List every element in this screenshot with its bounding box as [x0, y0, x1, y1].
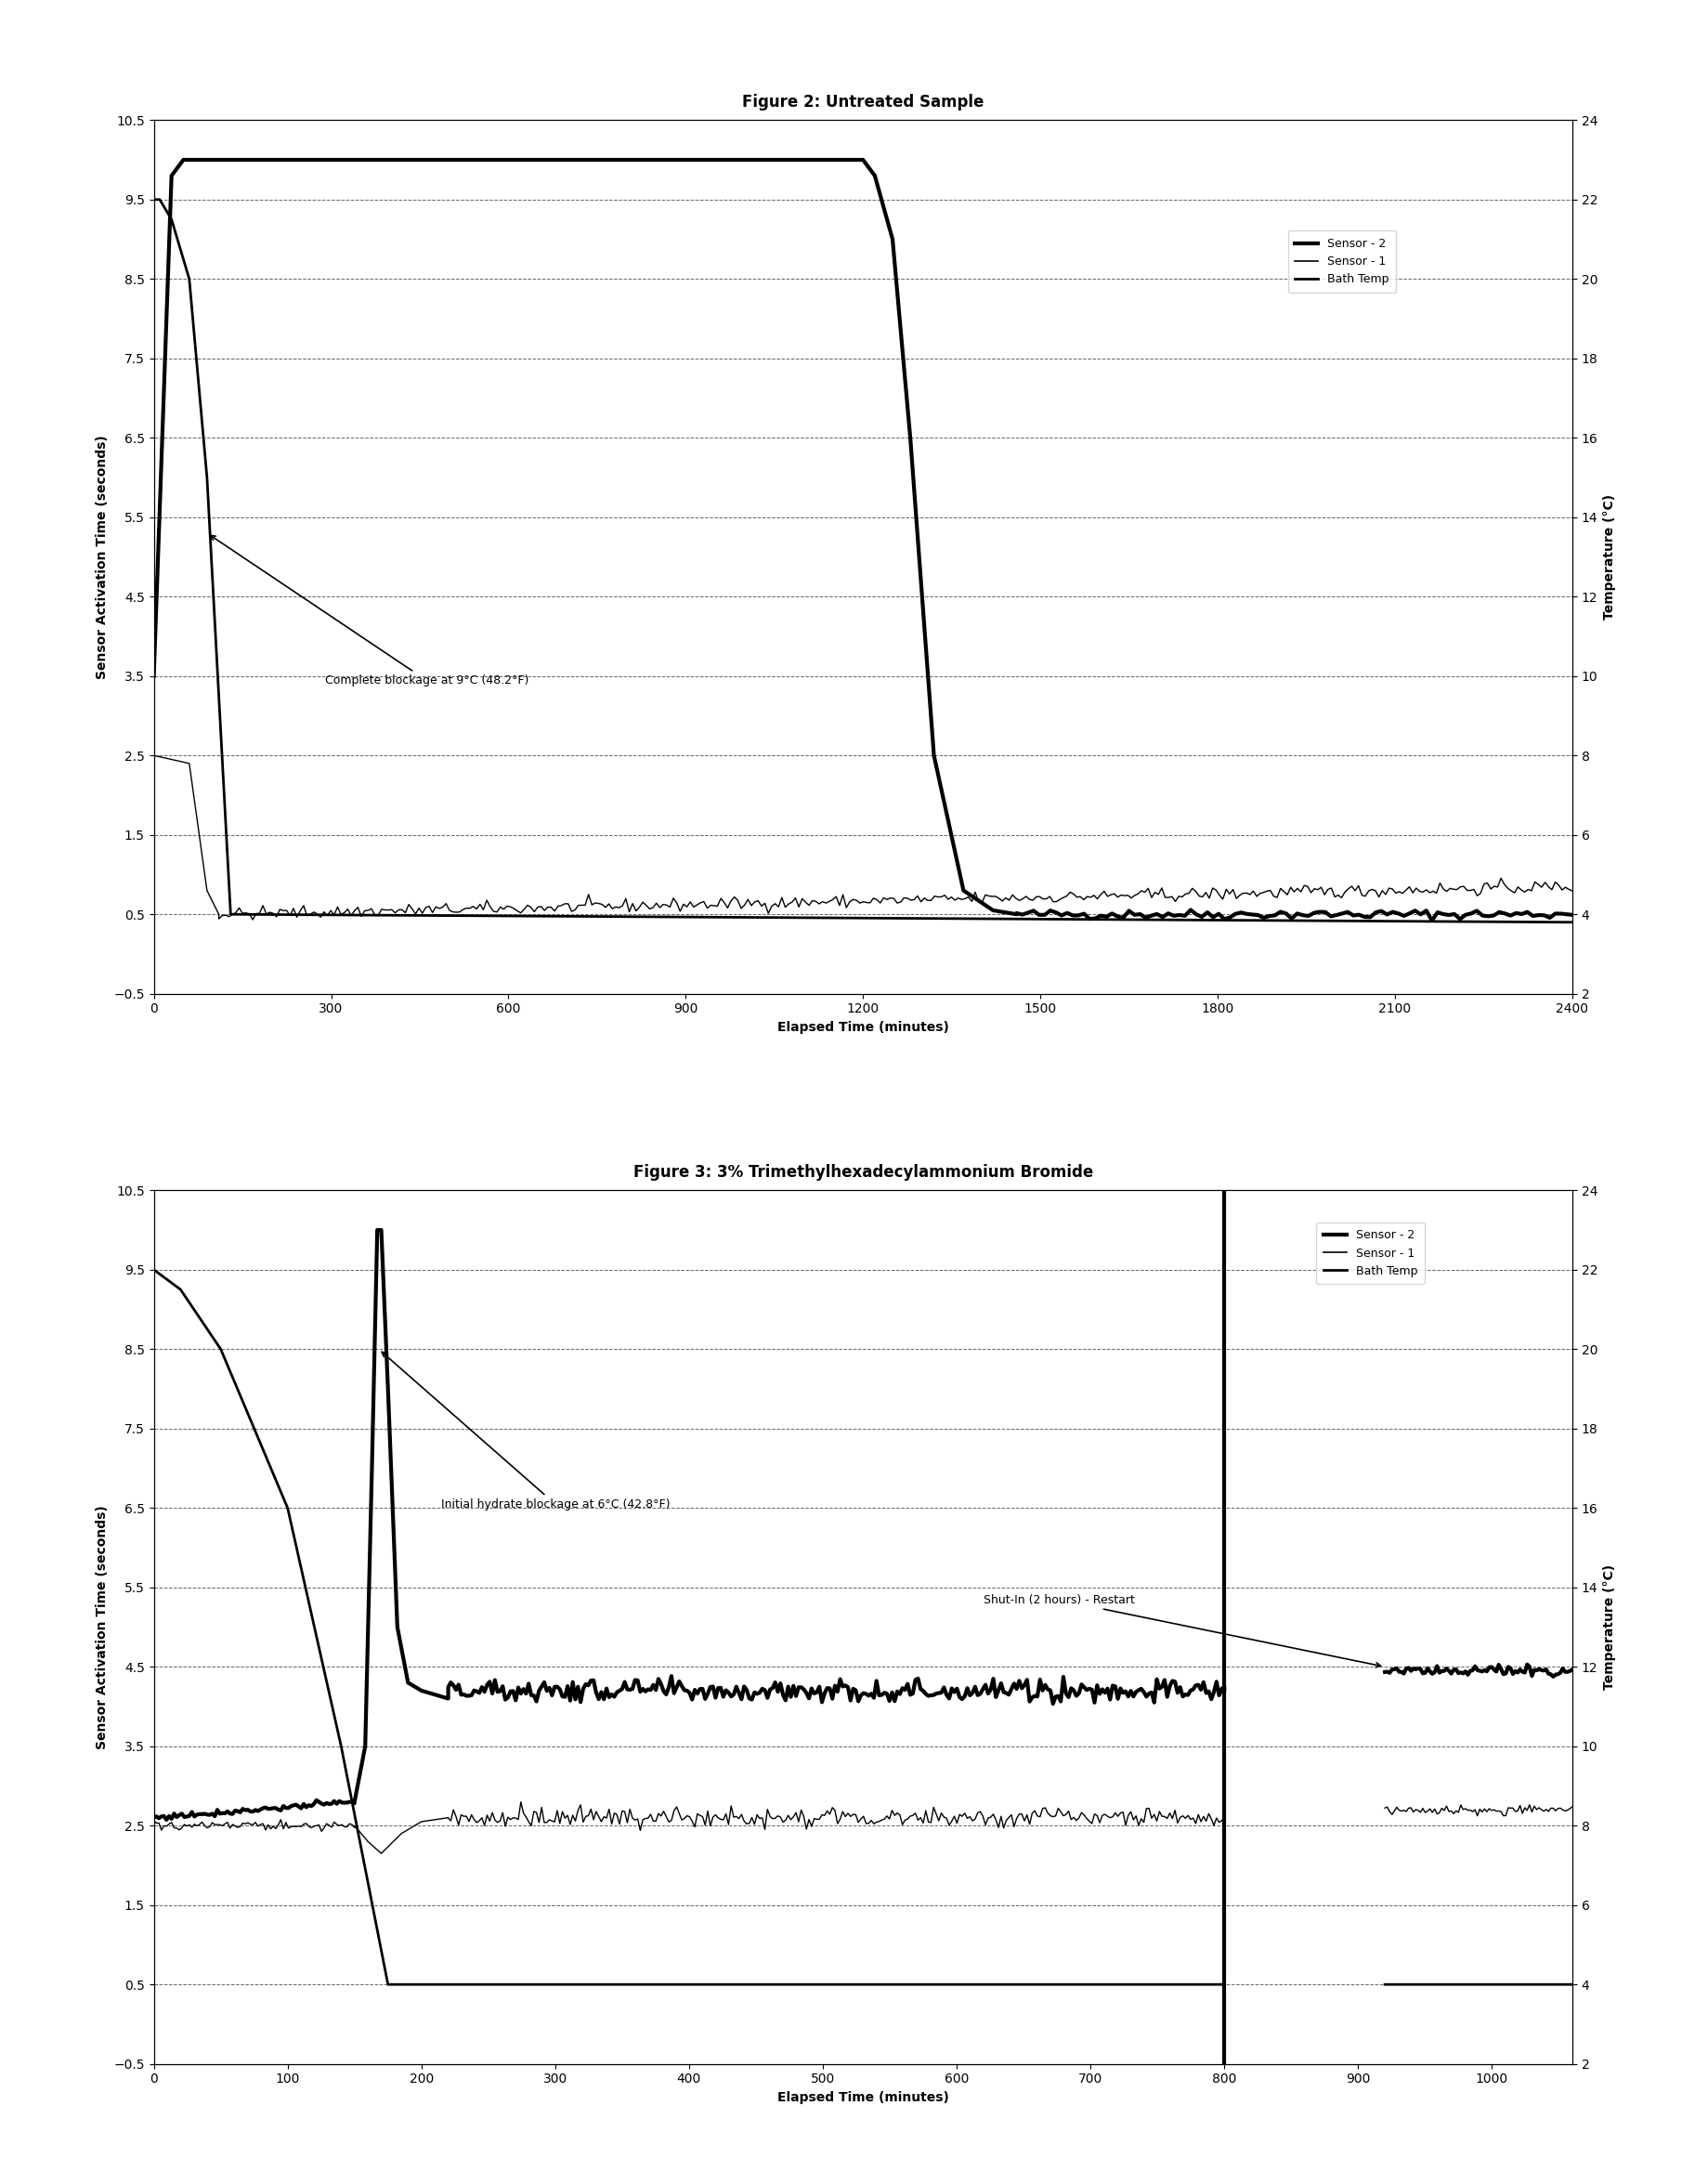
X-axis label: Elapsed Time (minutes): Elapsed Time (minutes): [777, 2090, 948, 2103]
Title: Figure 3: 3% Trimethylhexadecylammonium Bromide: Figure 3: 3% Trimethylhexadecylammonium …: [632, 1164, 1093, 1182]
Text: Complete blockage at 9°C (48.2°F): Complete blockage at 9°C (48.2°F): [210, 535, 529, 686]
Title: Figure 2: Untreated Sample: Figure 2: Untreated Sample: [741, 94, 984, 111]
Y-axis label: Sensor Activation Time (seconds): Sensor Activation Time (seconds): [96, 1505, 108, 1749]
Legend: Sensor - 2, Sensor - 1, Bath Temp: Sensor - 2, Sensor - 1, Bath Temp: [1288, 232, 1395, 293]
X-axis label: Elapsed Time (minutes): Elapsed Time (minutes): [777, 1020, 948, 1033]
Y-axis label: Sensor Activation Time (seconds): Sensor Activation Time (seconds): [96, 435, 108, 679]
Legend: Sensor - 2, Sensor - 1, Bath Temp: Sensor - 2, Sensor - 1, Bath Temp: [1315, 1223, 1424, 1284]
Y-axis label: Temperature (°C): Temperature (°C): [1602, 494, 1616, 620]
Y-axis label: Temperature (°C): Temperature (°C): [1602, 1564, 1616, 1690]
Text: Shut-In (2 hours) - Restart: Shut-In (2 hours) - Restart: [982, 1594, 1380, 1666]
Text: Initial hydrate blockage at 6°C (42.8°F): Initial hydrate blockage at 6°C (42.8°F): [381, 1352, 670, 1511]
